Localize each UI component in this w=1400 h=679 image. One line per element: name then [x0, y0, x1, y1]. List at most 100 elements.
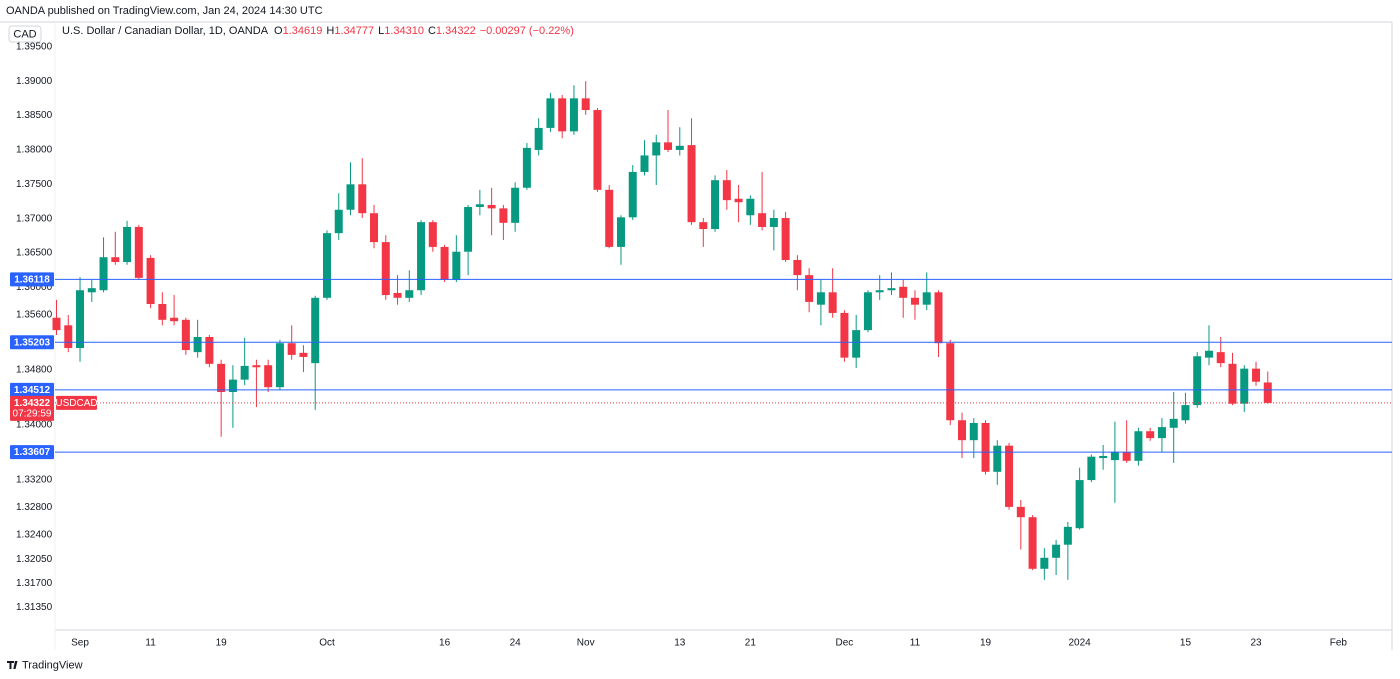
- y-tick-label: 1.38500: [16, 110, 53, 121]
- candle-body: [1110, 451, 1119, 461]
- candle-body: [228, 379, 237, 393]
- candle-body: [546, 98, 555, 128]
- candle-body: [1252, 368, 1261, 382]
- y-tick-label: 1.39500: [16, 41, 53, 52]
- candle-body: [593, 110, 602, 190]
- published-note: OANDA published on TradingView.com, Jan …: [6, 5, 323, 17]
- candle-body: [370, 213, 379, 243]
- candle-body: [381, 242, 390, 296]
- x-tick-label: 23: [1250, 638, 1262, 649]
- candle-body: [1040, 557, 1049, 569]
- candle-body: [605, 189, 614, 247]
- candle-body: [346, 184, 355, 210]
- candle-body: [946, 343, 955, 421]
- candle-body: [722, 180, 731, 201]
- candle-body: [428, 222, 437, 247]
- x-tick-label: 11: [910, 638, 921, 649]
- candle-body: [969, 422, 978, 441]
- ohlc-value: 1.34322: [436, 25, 476, 37]
- level-label: 1.33607: [14, 447, 51, 458]
- level-label-box: [10, 445, 54, 460]
- candle-body: [828, 292, 837, 313]
- level-label-box: [10, 272, 54, 287]
- y-tick-label: 1.36500: [16, 248, 53, 259]
- x-tick-label: 24: [510, 638, 522, 649]
- candle-body: [711, 180, 720, 230]
- candle-body: [1263, 382, 1272, 403]
- candle-body: [452, 251, 461, 280]
- currency-button[interactable]: [8, 25, 42, 43]
- x-tick-label: Nov: [577, 638, 595, 649]
- candle-body: [358, 184, 367, 214]
- candle-body: [687, 145, 696, 223]
- y-tick-label: 1.33200: [16, 475, 53, 486]
- candle-body: [464, 207, 473, 252]
- candle-body: [793, 259, 802, 276]
- candle-body: [616, 217, 625, 247]
- candle-body: [499, 208, 508, 223]
- y-tick-label: 1.36000: [16, 282, 53, 293]
- level-label-box: [10, 335, 54, 350]
- y-tick-label: 1.39000: [16, 76, 53, 87]
- candle-body: [123, 226, 132, 263]
- candle-body: [158, 303, 167, 320]
- candle-body: [1028, 517, 1037, 569]
- candle-body: [1193, 356, 1202, 406]
- candle-body: [534, 127, 543, 150]
- candle-body: [981, 422, 990, 472]
- candle-body: [675, 145, 684, 150]
- symbol-title: U.S. Dollar / Canadian Dollar, 1D, OANDA: [62, 25, 269, 37]
- level-label: 1.35203: [14, 337, 51, 348]
- candle-body: [1216, 352, 1225, 364]
- x-tick-label: 11: [145, 638, 156, 649]
- candle-body: [76, 290, 85, 349]
- level-label-box: [10, 382, 54, 397]
- candle-body: [193, 337, 202, 353]
- candle-body: [299, 352, 308, 357]
- candle-body: [99, 257, 108, 291]
- candle-body: [640, 155, 649, 172]
- y-tick-label: 1.37000: [16, 213, 53, 224]
- candle-body: [1169, 418, 1178, 428]
- candle-body: [887, 288, 896, 291]
- brand-icon: [7, 661, 18, 669]
- y-tick-label: 1.35600: [16, 310, 53, 321]
- candle-body: [1099, 455, 1108, 459]
- candle-body: [475, 204, 484, 208]
- y-tick-label: 1.32050: [16, 554, 53, 565]
- ohlc-key: L: [378, 25, 384, 37]
- candle-body: [852, 330, 861, 358]
- last-price-box: [10, 395, 54, 421]
- ohlc-value: 1.34777: [334, 25, 374, 37]
- candle-body: [1063, 526, 1072, 545]
- candle-body: [240, 365, 249, 380]
- y-tick-label: 1.37500: [16, 179, 53, 190]
- currency-label[interactable]: CAD: [13, 28, 36, 40]
- x-tick-label: 13: [674, 638, 686, 649]
- candle-body: [181, 319, 190, 351]
- y-tick-label: 1.34800: [16, 365, 53, 376]
- candle-body: [805, 275, 814, 302]
- candle-body: [910, 297, 919, 305]
- candle-body: [734, 198, 743, 203]
- level-label: 1.36118: [14, 275, 50, 286]
- candle-body: [816, 292, 825, 305]
- candle-body: [840, 312, 849, 358]
- x-tick-label: Oct: [319, 638, 335, 649]
- x-tick-label: 21: [745, 638, 757, 649]
- candle-body: [922, 292, 931, 305]
- x-tick-label: Feb: [1330, 638, 1348, 649]
- candle-body: [52, 317, 61, 331]
- candle-body: [1075, 480, 1084, 529]
- x-tick-label: 19: [980, 638, 992, 649]
- candle-body: [581, 98, 590, 111]
- brand-logo: TradingView: [7, 659, 83, 671]
- candle-body: [664, 142, 673, 150]
- symbol-tag-box: [56, 395, 97, 410]
- candle-body: [64, 325, 73, 349]
- x-tick-label: Sep: [71, 638, 89, 649]
- candle-body: [863, 292, 872, 331]
- candle-body: [322, 233, 331, 298]
- level-label: 1.34512: [14, 385, 51, 396]
